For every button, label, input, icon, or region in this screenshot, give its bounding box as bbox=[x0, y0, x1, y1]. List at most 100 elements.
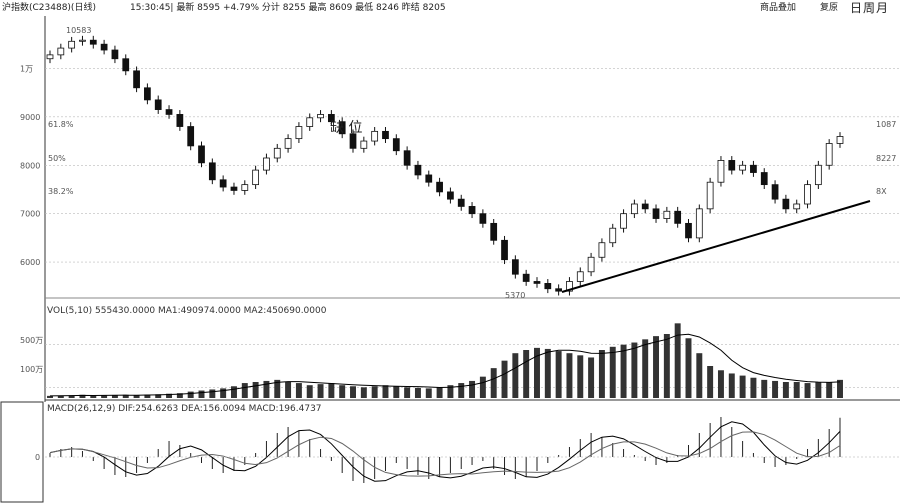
candle-body bbox=[295, 126, 303, 140]
candle-body bbox=[674, 210, 682, 224]
candle-body bbox=[241, 184, 249, 191]
candle-body bbox=[663, 210, 671, 219]
volume-bar bbox=[631, 342, 638, 398]
reset-button[interactable]: 复原 bbox=[820, 3, 839, 13]
candle-body bbox=[447, 191, 454, 200]
price-y-tick-label: 7000 bbox=[20, 210, 40, 219]
volume-bar bbox=[761, 379, 768, 398]
candle-body bbox=[587, 256, 595, 273]
volume-bar bbox=[425, 388, 432, 398]
support-trendline bbox=[561, 200, 871, 293]
candle-body bbox=[284, 138, 292, 149]
price-y-tick-label: 9000 bbox=[20, 113, 40, 122]
volume-bar bbox=[295, 383, 302, 398]
candle-body bbox=[122, 58, 130, 72]
volume-bar bbox=[220, 388, 227, 398]
volume-bar bbox=[382, 385, 389, 398]
candle-body bbox=[760, 172, 768, 186]
candle-body bbox=[338, 121, 346, 135]
candle-body bbox=[198, 145, 205, 164]
high-label: 10583 bbox=[66, 26, 91, 35]
price-y-axis: 1万 9000 8000 7000 6000 bbox=[20, 64, 40, 267]
left-side-box bbox=[0, 401, 44, 503]
candle-body bbox=[133, 70, 140, 89]
volume-bar bbox=[642, 339, 649, 398]
volume-bar bbox=[144, 394, 151, 398]
volume-bar bbox=[68, 395, 75, 398]
fib-left-1: 61.8% bbox=[48, 120, 74, 129]
volume-bar bbox=[837, 379, 843, 398]
volume-bar bbox=[728, 373, 735, 398]
volume-bar bbox=[198, 390, 205, 398]
price-y-tick-label: 6000 bbox=[20, 258, 40, 267]
volume-tick-100: 100万 bbox=[20, 365, 43, 374]
gap-label: 缺 位 bbox=[330, 120, 362, 136]
volume-bar bbox=[176, 393, 183, 398]
macd-dif-line bbox=[49, 421, 841, 482]
candle-body bbox=[695, 208, 703, 239]
fib-left-3: 38.2% bbox=[48, 187, 74, 196]
volume-bar bbox=[436, 387, 443, 398]
volume-bar bbox=[133, 395, 140, 398]
volume-bar bbox=[544, 348, 551, 398]
overlay-button[interactable]: 商品叠加 bbox=[760, 3, 797, 13]
volume-bar bbox=[404, 387, 411, 398]
volume-bar bbox=[772, 380, 779, 398]
candle-body bbox=[263, 157, 270, 171]
volume-bar bbox=[512, 353, 519, 398]
volume-bar bbox=[815, 382, 822, 398]
candle-body bbox=[187, 126, 195, 147]
candle-body bbox=[836, 136, 844, 144]
period-tabs[interactable]: 日周月 bbox=[850, 1, 890, 15]
volume-bar bbox=[47, 395, 53, 398]
candle-body bbox=[631, 203, 638, 215]
volume-bar bbox=[285, 382, 292, 398]
candle-body bbox=[555, 288, 563, 292]
volume-bar bbox=[111, 395, 118, 398]
candle-body bbox=[382, 130, 389, 140]
candle-body bbox=[576, 271, 584, 282]
volume-bar bbox=[252, 382, 259, 398]
fib-right-2: 8227 bbox=[876, 154, 896, 163]
volume-bar bbox=[101, 395, 108, 398]
volume-bar bbox=[274, 379, 281, 398]
volume-bar bbox=[620, 344, 627, 398]
candle-body bbox=[425, 174, 433, 183]
volume-bar bbox=[793, 382, 800, 398]
volume-bar bbox=[804, 383, 811, 398]
volume-bar bbox=[393, 386, 400, 398]
candle-body bbox=[317, 114, 324, 119]
volume-ma-line bbox=[49, 333, 841, 397]
candle-body bbox=[793, 203, 801, 210]
volume-bars bbox=[47, 323, 843, 398]
candle-body bbox=[728, 160, 736, 171]
candle-body bbox=[230, 186, 238, 191]
volume-bar bbox=[57, 395, 64, 398]
volume-bar bbox=[609, 346, 616, 398]
volume-bar bbox=[458, 383, 465, 398]
volume-bar bbox=[187, 391, 194, 398]
candle-body bbox=[771, 184, 779, 200]
candle-body bbox=[598, 242, 606, 258]
candle-body bbox=[154, 99, 162, 110]
candle-body bbox=[544, 283, 552, 290]
volume-bar bbox=[328, 383, 335, 398]
volume-bar bbox=[826, 382, 833, 398]
volume-bar bbox=[490, 368, 497, 398]
candle-body bbox=[57, 47, 65, 56]
macd-bars bbox=[49, 417, 841, 483]
volume-bar bbox=[577, 355, 584, 398]
volume-bar bbox=[350, 386, 356, 398]
candle-body bbox=[620, 213, 627, 229]
volume-bar bbox=[166, 393, 173, 398]
candle-body bbox=[403, 150, 411, 166]
candle-body bbox=[252, 169, 259, 186]
candle-body bbox=[511, 259, 519, 275]
candle-body bbox=[479, 213, 487, 224]
price-y-tick-label: 8000 bbox=[20, 161, 40, 170]
candle-body bbox=[685, 222, 692, 239]
volume-tick-500: 500万 bbox=[20, 336, 43, 345]
volume-bar bbox=[663, 334, 670, 398]
volume-bar bbox=[555, 351, 562, 398]
